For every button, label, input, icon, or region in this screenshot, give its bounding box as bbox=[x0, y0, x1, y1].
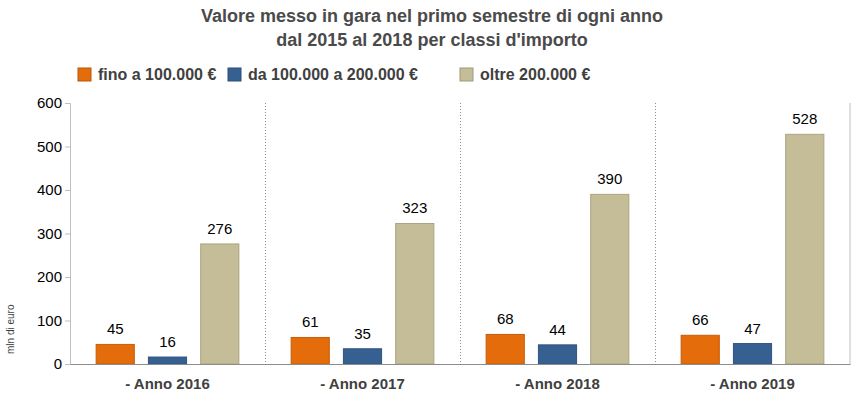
y-axis-line bbox=[65, 104, 71, 365]
bar bbox=[486, 334, 524, 364]
data-label: 68 bbox=[497, 310, 514, 327]
y-tick: 500 bbox=[37, 138, 70, 155]
y-tick-mark bbox=[65, 190, 70, 191]
x-tick-label: - Anno 2018 bbox=[515, 375, 599, 392]
x-tick-label: - Anno 2016 bbox=[125, 375, 209, 392]
plot-frame bbox=[850, 103, 851, 364]
x-axis-line bbox=[71, 364, 851, 365]
y-tick-label: 300 bbox=[37, 225, 62, 242]
data-label: 44 bbox=[549, 321, 566, 338]
y-tick-mark bbox=[65, 277, 70, 278]
data-label: 45 bbox=[107, 320, 124, 337]
legend-swatch bbox=[228, 68, 241, 81]
x-axis: - Anno 2016 - Anno 2017 - Anno 2018 - Anno … bbox=[71, 364, 851, 392]
y-tick-mark bbox=[65, 103, 70, 104]
y-axis: 0 100 200 300 400 500 600 bbox=[37, 94, 71, 372]
y-tick-mark bbox=[65, 321, 70, 322]
y-tick: 100 bbox=[37, 312, 70, 329]
bar bbox=[343, 349, 381, 364]
bar bbox=[291, 337, 329, 364]
bar bbox=[201, 244, 239, 364]
legend-swatch bbox=[460, 68, 473, 81]
data-label: 35 bbox=[354, 325, 371, 342]
category-separator bbox=[460, 103, 461, 364]
x-tick-label: - Anno 2019 bbox=[710, 375, 794, 392]
y-tick: 200 bbox=[37, 268, 70, 285]
chart: Valore messo in gara nel primo semestre … bbox=[0, 0, 864, 408]
data-label: 390 bbox=[597, 170, 622, 187]
bar bbox=[681, 335, 719, 364]
legend-label: da 100.000 a 200.000 € bbox=[248, 66, 418, 83]
bars bbox=[96, 134, 824, 364]
y-tick-label: 100 bbox=[37, 312, 62, 329]
y-tick-label: 500 bbox=[37, 138, 62, 155]
bar bbox=[96, 344, 134, 364]
bar bbox=[148, 357, 186, 364]
y-axis-title: mln di euro bbox=[5, 304, 16, 354]
bar bbox=[538, 345, 576, 364]
bar bbox=[591, 194, 629, 364]
y-tick-mark bbox=[65, 147, 70, 148]
data-label: 47 bbox=[744, 320, 761, 337]
category-separator bbox=[265, 103, 266, 364]
y-tick-label: 200 bbox=[37, 268, 62, 285]
legend-swatch bbox=[78, 68, 91, 81]
data-label: 16 bbox=[159, 333, 176, 350]
bar bbox=[396, 223, 434, 364]
y-tick: 400 bbox=[37, 181, 70, 198]
x-tick-label: - Anno 2017 bbox=[320, 375, 404, 392]
y-tick-mark bbox=[65, 234, 70, 235]
data-label: 276 bbox=[207, 220, 232, 237]
data-label: 528 bbox=[792, 110, 817, 127]
category-separator bbox=[655, 103, 656, 364]
data-label: 323 bbox=[402, 199, 427, 216]
x-tick: - Anno 2018 bbox=[515, 364, 599, 392]
title: Valore messo in gara nel primo semestre … bbox=[201, 6, 663, 26]
data-label: 66 bbox=[692, 311, 709, 328]
title: dal 2015 al 2018 per classi d'importo bbox=[276, 30, 587, 50]
x-tick: - Anno 2019 bbox=[710, 364, 794, 392]
y-tick: 600 bbox=[37, 94, 70, 111]
x-tick: - Anno 2016 bbox=[125, 364, 209, 392]
y-tick-label: 400 bbox=[37, 181, 62, 198]
x-tick: - Anno 2017 bbox=[320, 364, 404, 392]
legend-label: oltre 200.000 € bbox=[480, 66, 590, 83]
y-tick-mark bbox=[65, 364, 70, 365]
y-tick-label: 0 bbox=[54, 355, 62, 372]
bar bbox=[733, 344, 771, 364]
y-tick-label: 600 bbox=[37, 94, 62, 111]
data-label: 61 bbox=[302, 313, 319, 330]
legend-label: fino a 100.000 € bbox=[98, 66, 216, 83]
y-tick: 300 bbox=[37, 225, 70, 242]
legend: fino a 100.000 € da 100.000 a 200.000 € ol… bbox=[78, 66, 590, 83]
bar bbox=[786, 134, 824, 364]
y-tick: 0 bbox=[54, 355, 70, 372]
